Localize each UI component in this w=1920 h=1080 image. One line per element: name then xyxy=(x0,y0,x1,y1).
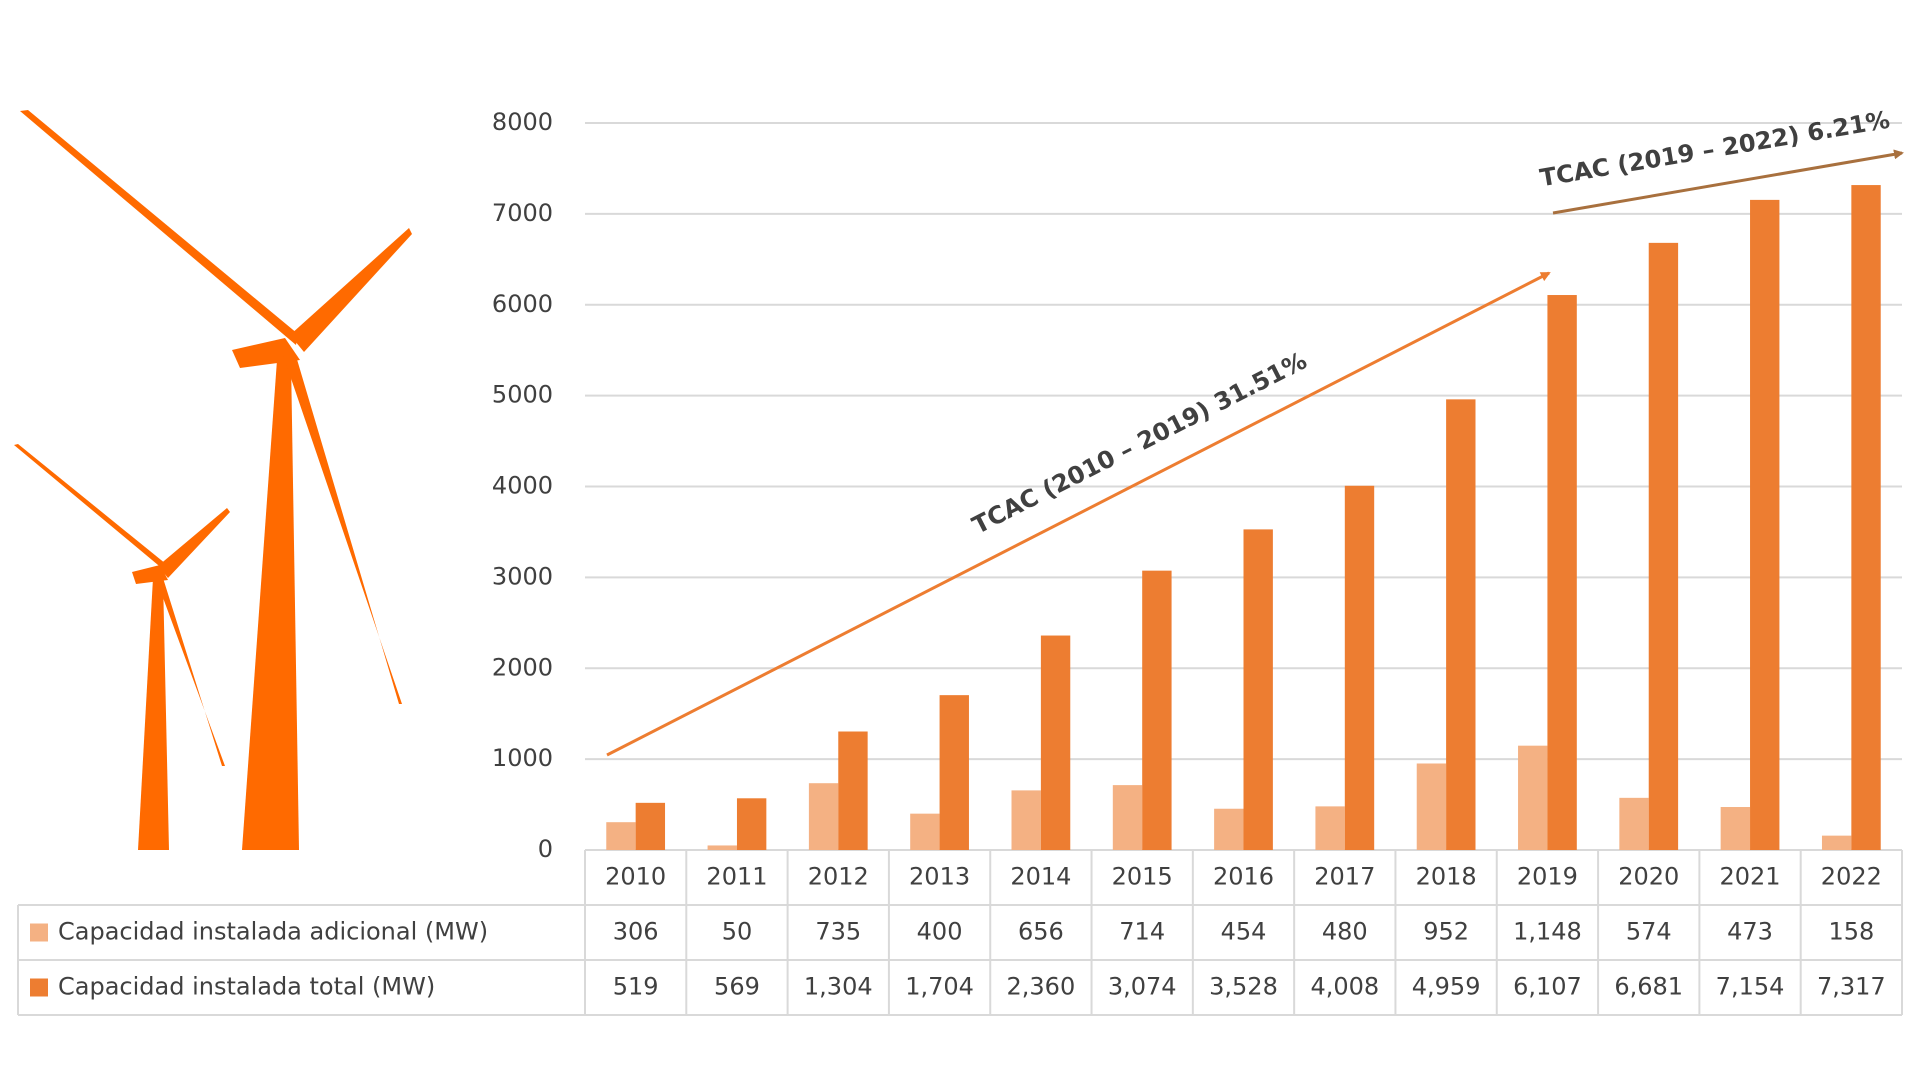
value-label: 2,360 xyxy=(1007,973,1076,1001)
x-tick-label: 2017 xyxy=(1314,863,1375,891)
bar xyxy=(1416,763,1447,850)
turbine-blade xyxy=(158,508,230,578)
value-label: 3,074 xyxy=(1108,973,1177,1001)
x-tick-label: 2011 xyxy=(706,863,767,891)
bar xyxy=(910,813,940,850)
bar xyxy=(1344,485,1375,850)
bar xyxy=(736,798,767,850)
x-tick-label: 2014 xyxy=(1010,863,1071,891)
bar xyxy=(1547,295,1577,850)
x-tick-label: 2015 xyxy=(1112,863,1173,891)
bar xyxy=(635,802,666,850)
bar xyxy=(1243,529,1273,850)
turbine-blade xyxy=(155,576,225,766)
bar xyxy=(1851,185,1881,850)
bar xyxy=(707,845,737,850)
bar xyxy=(1011,790,1041,850)
y-tick-label: 2000 xyxy=(492,653,553,681)
bar xyxy=(1518,745,1548,850)
value-label: 519 xyxy=(613,973,659,1001)
value-label: 454 xyxy=(1221,918,1267,946)
value-label: 574 xyxy=(1626,918,1672,946)
legend-swatch xyxy=(30,923,48,942)
bar xyxy=(1040,635,1071,850)
y-tick-label: 3000 xyxy=(492,562,553,590)
value-label: 400 xyxy=(917,918,963,946)
legend-swatch xyxy=(30,978,48,997)
y-tick-label: 5000 xyxy=(492,381,553,409)
x-tick-label: 2013 xyxy=(909,863,970,891)
y-tick-label: 8000 xyxy=(492,108,553,136)
y-tick-label: 7000 xyxy=(492,199,553,227)
x-tick-label: 2019 xyxy=(1517,863,1578,891)
trend-arrow xyxy=(606,271,1551,757)
value-label: 569 xyxy=(714,973,760,1001)
turbine-nacelle xyxy=(232,338,300,368)
value-label: 473 xyxy=(1727,918,1773,946)
annotation: TCAC (2010 – 2019) 31.51% xyxy=(968,347,1311,540)
value-label: 656 xyxy=(1018,918,1064,946)
bar xyxy=(808,783,839,850)
y-tick-label: 4000 xyxy=(492,472,553,500)
value-label: 6,107 xyxy=(1513,973,1582,1001)
value-label: 1,148 xyxy=(1513,918,1582,946)
value-label: 50 xyxy=(722,918,753,946)
value-label: 952 xyxy=(1423,918,1469,946)
wind-turbines xyxy=(14,110,412,850)
turbine-blade xyxy=(290,228,412,352)
x-tick-label: 2021 xyxy=(1719,863,1780,891)
x-tick-label: 2020 xyxy=(1618,863,1679,891)
value-label: 4,959 xyxy=(1412,973,1481,1001)
bar xyxy=(1315,806,1345,850)
value-label: 6,681 xyxy=(1614,973,1683,1001)
x-tick-label: 2016 xyxy=(1213,863,1274,891)
turbine-blade xyxy=(14,444,166,570)
bar xyxy=(606,822,636,850)
bar xyxy=(1821,835,1852,850)
value-label: 7,317 xyxy=(1817,973,1886,1001)
turbine-blade xyxy=(20,110,298,345)
value-label: 306 xyxy=(613,918,659,946)
bar xyxy=(1750,199,1780,850)
value-label: 4,008 xyxy=(1310,973,1379,1001)
y-tick-label: 1000 xyxy=(492,744,553,772)
y-tick-label: 6000 xyxy=(492,290,553,318)
value-label: 480 xyxy=(1322,918,1368,946)
value-label: 1,304 xyxy=(804,973,873,1001)
value-label: 714 xyxy=(1119,918,1165,946)
value-label: 735 xyxy=(815,918,861,946)
turbine-tower xyxy=(242,360,299,850)
bar xyxy=(1142,570,1172,850)
bar xyxy=(939,695,969,850)
trend-arrow xyxy=(1552,149,1904,215)
legend-label: Capacidad instalada adicional (MW) xyxy=(58,918,488,946)
turbine-tower xyxy=(138,578,169,850)
value-label: 7,154 xyxy=(1716,973,1785,1001)
bar xyxy=(1112,785,1143,850)
bar xyxy=(838,731,868,850)
x-tick-label: 2012 xyxy=(808,863,869,891)
value-label: 158 xyxy=(1828,918,1874,946)
value-label: 1,704 xyxy=(905,973,974,1001)
bar xyxy=(1720,807,1751,850)
annotation: TCAC (2019 – 2022) 6.21% xyxy=(1538,106,1892,193)
x-tick-label: 2018 xyxy=(1416,863,1477,891)
x-tick-label: 2010 xyxy=(605,863,666,891)
bar xyxy=(1446,399,1476,850)
y-tick-label: 0 xyxy=(538,835,553,863)
turbine-blade xyxy=(282,352,402,704)
legend-label: Capacidad instalada total (MW) xyxy=(58,973,435,1001)
bar xyxy=(1619,797,1649,850)
bar xyxy=(1648,242,1679,850)
bar xyxy=(1214,808,1244,850)
x-tick-label: 2022 xyxy=(1821,863,1882,891)
value-label: 3,528 xyxy=(1209,973,1278,1001)
